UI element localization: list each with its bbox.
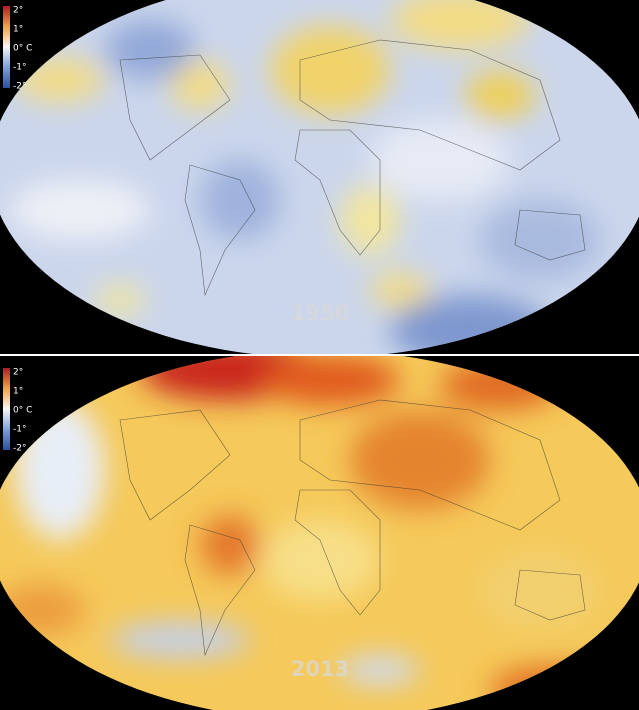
- legend-label: -2°: [13, 82, 26, 92]
- legend-label: 0° C: [13, 44, 32, 54]
- legend-label: 1°: [13, 25, 23, 35]
- year-label: 1950: [291, 301, 349, 325]
- anomaly-blobs: [0, 356, 630, 710]
- legend-label: 2°: [13, 6, 23, 16]
- legend-label: 0° C: [13, 406, 32, 416]
- year-label: 2013: [291, 657, 349, 681]
- legend-label: 2°: [13, 368, 23, 378]
- anomaly-blobs: [10, 0, 600, 354]
- legend-label: -1°: [13, 425, 26, 435]
- legend-label: 1°: [13, 387, 23, 397]
- divider: [0, 354, 639, 356]
- map-fill: [0, 356, 639, 710]
- legend-label: -2°: [13, 444, 26, 454]
- map-2013: [0, 356, 639, 710]
- color-scale: [3, 6, 10, 88]
- map-fill: [0, 0, 639, 354]
- color-scale: [3, 368, 10, 450]
- legend-label: -1°: [13, 63, 26, 73]
- map-1950: [0, 0, 639, 354]
- coastlines: [119, 399, 586, 657]
- coastlines: [119, 39, 586, 297]
